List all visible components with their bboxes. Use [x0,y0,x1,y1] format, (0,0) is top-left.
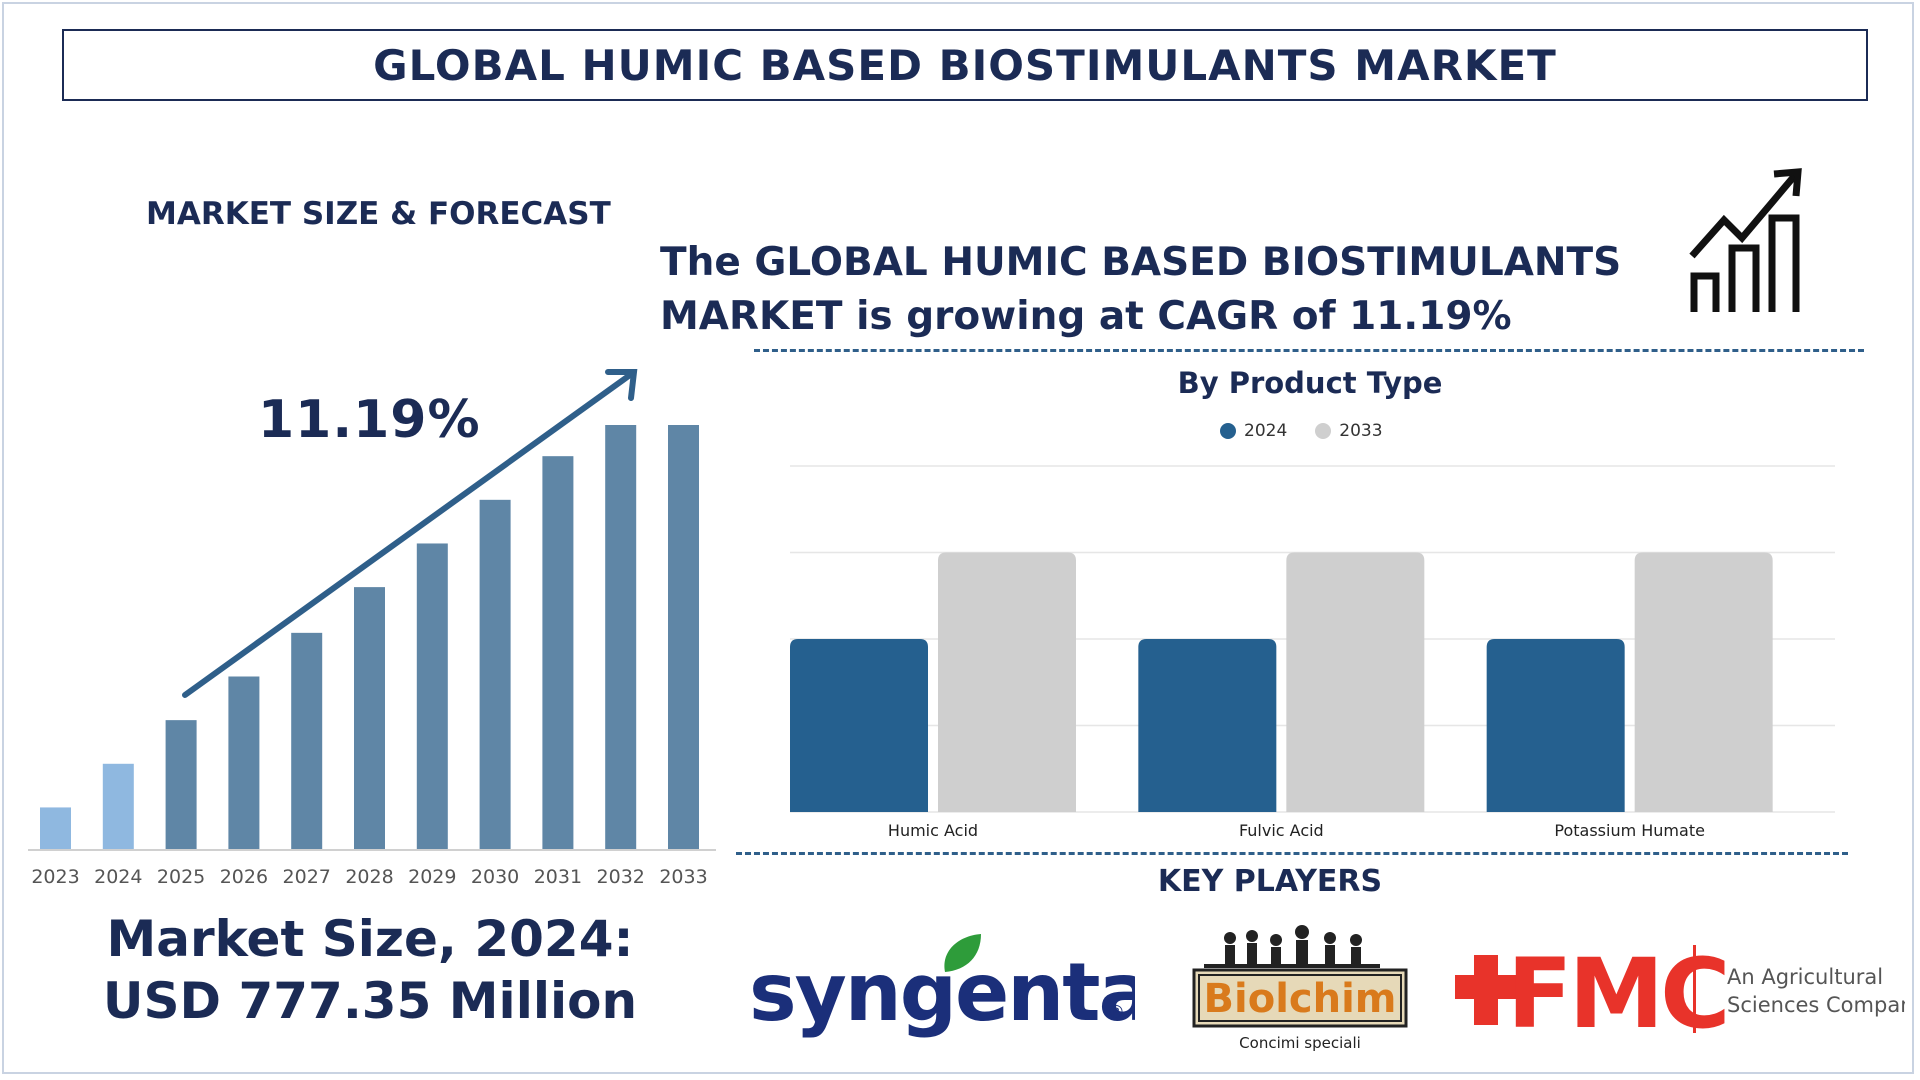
legend-label-2033: 2033 [1339,421,1383,441]
forecast-bar-chart: 2023 2024 2025 2026 2027 2028 2029 2030 2031 2032… [28,369,716,888]
forecast-bar-2029 [416,543,448,849]
growth-chart-icon [1689,168,1802,312]
forecast-tick-label-2028: 2028 [345,866,393,888]
forecast-bar-2025 [165,720,197,849]
forecast-tick-label-2023: 2023 [31,866,79,888]
headline-line-2: MARKET is growing at CAGR of 11.19% [660,294,1512,339]
market-size-forecast-label: MARKET SIZE & FORECAST [146,196,611,232]
product-bar-potassium-humate-2033 [1634,552,1773,812]
fmc-tagline-2: Sciences Company [1727,993,1905,1017]
trend-arrow-head-icon [605,369,638,401]
market-size-line-2: USD 777.35 Million [102,972,638,1030]
legend-item-2033: 2033 [1315,421,1383,441]
forecast-bar-2028 [354,587,385,849]
product-chart-title: By Product Type [1177,366,1443,400]
cagr-annotation: 11.19% [258,390,481,450]
forecast-tick-label-2029: 2029 [408,866,456,888]
forecast-bar-2033 [668,425,699,849]
forecast-tick-label-2031: 2031 [534,866,582,888]
biolchim-logo: Biolchim Concimi speciali [1192,925,1408,1052]
forecast-bar-2023 [40,807,71,849]
fmc-divider [1693,945,1696,1033]
syngenta-registered-mark: ® [1107,1002,1125,1023]
market-size-line-1: Market Size, 2024: [106,910,634,968]
product-bar-potassium-humate-2024 [1486,639,1625,812]
product-bar-humic-acid-2033 [938,552,1076,812]
forecast-tick-label-2024: 2024 [94,866,142,888]
forecast-tick-label-2033: 2033 [659,866,707,888]
forecast-bar-2031 [542,456,574,849]
legend-swatch-2033 [1315,423,1332,439]
cagr-headline: The GLOBAL HUMIC BASED BIOSTIMULANTS MAR… [660,236,1660,344]
key-players-label: KEY PLAYERS [1157,864,1383,899]
legend-item-2024: 2024 [1220,421,1287,441]
fmc-cross-icon [1455,955,1517,1025]
forecast-bar-2026 [228,676,260,849]
legend-label-2024: 2024 [1244,421,1288,441]
syngenta-logo: syngenta ® [749,934,1135,1039]
biolchim-tagline: Concimi speciali [1239,1034,1361,1052]
product-category-label-humic-acid: Humic Acid [888,821,978,840]
forecast-tick-label-2032: 2032 [597,866,645,888]
forecast-bar-2024 [102,763,134,849]
fmc-logo: FMC An Agricultural Sciences Company [1455,938,1905,1045]
product-bar-fulvic-acid-2033 [1286,552,1425,812]
product-category-label-potassium-humate: Potassium Humate [1554,821,1705,840]
product-bar-humic-acid-2024 [790,639,928,812]
forecast-bar-2032 [605,425,637,849]
product-type-bar-chart: Humic Acid Fulvic Acid Potassium Humate [790,465,1835,840]
forecast-tick-label-2027: 2027 [283,866,331,888]
fmc-tagline-1: An Agricultural [1727,965,1883,989]
page-title: GLOBAL HUMIC BASED BIOSTIMULANTS MARKET [373,40,1557,90]
product-bar-fulvic-acid-2024 [1138,639,1277,812]
product-category-label-fulvic-acid: Fulvic Acid [1239,821,1324,840]
syngenta-leaf-icon [944,934,981,972]
forecast-bar-2027 [291,632,323,849]
trend-arrow-line [182,372,633,698]
legend-swatch-2024 [1220,423,1236,439]
forecast-tick-label-2025: 2025 [157,866,205,888]
market-size-text: Market Size, 2024: USD 777.35 Million [60,908,680,1032]
forecast-tick-label-2030: 2030 [471,866,519,888]
title-banner: GLOBAL HUMIC BASED BIOSTIMULANTS MARKET [62,29,1868,101]
divider-top [754,349,1864,352]
biolchim-wordmark: Biolchim [1204,976,1397,1022]
headline-line-1: The GLOBAL HUMIC BASED BIOSTIMULANTS [660,240,1622,285]
biolchim-figures-icon [1204,925,1380,968]
forecast-tick-label-2026: 2026 [220,866,268,888]
forecast-bar-2030 [479,499,511,849]
product-chart-legend: 2024 2033 [1220,421,1383,441]
syngenta-wordmark: syngenta [749,946,1135,1039]
divider-bottom [736,852,1848,855]
